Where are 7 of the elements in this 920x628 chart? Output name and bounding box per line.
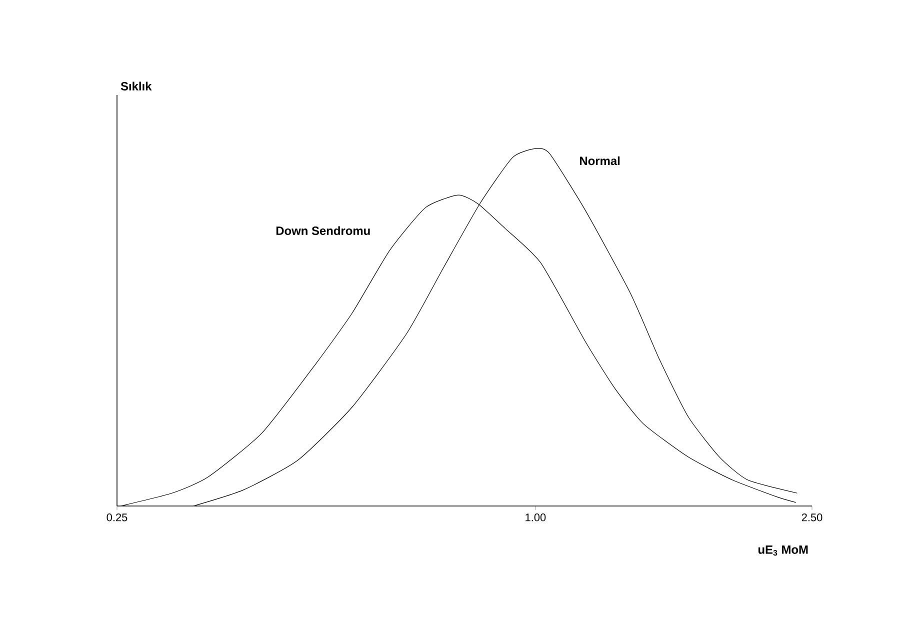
text: Down Sendromu xyxy=(276,226,370,236)
x-axis-title: uE$_{3}$ MoM xyxy=(758,546,808,556)
x-tick-label: 0.25 xyxy=(106,514,128,522)
y-axis-title: Sıklık xyxy=(120,82,152,90)
x-tick-label: 2.50 xyxy=(802,514,822,522)
series-label: Normal xyxy=(580,156,620,166)
x-tick-label: 1.00 xyxy=(526,514,546,522)
